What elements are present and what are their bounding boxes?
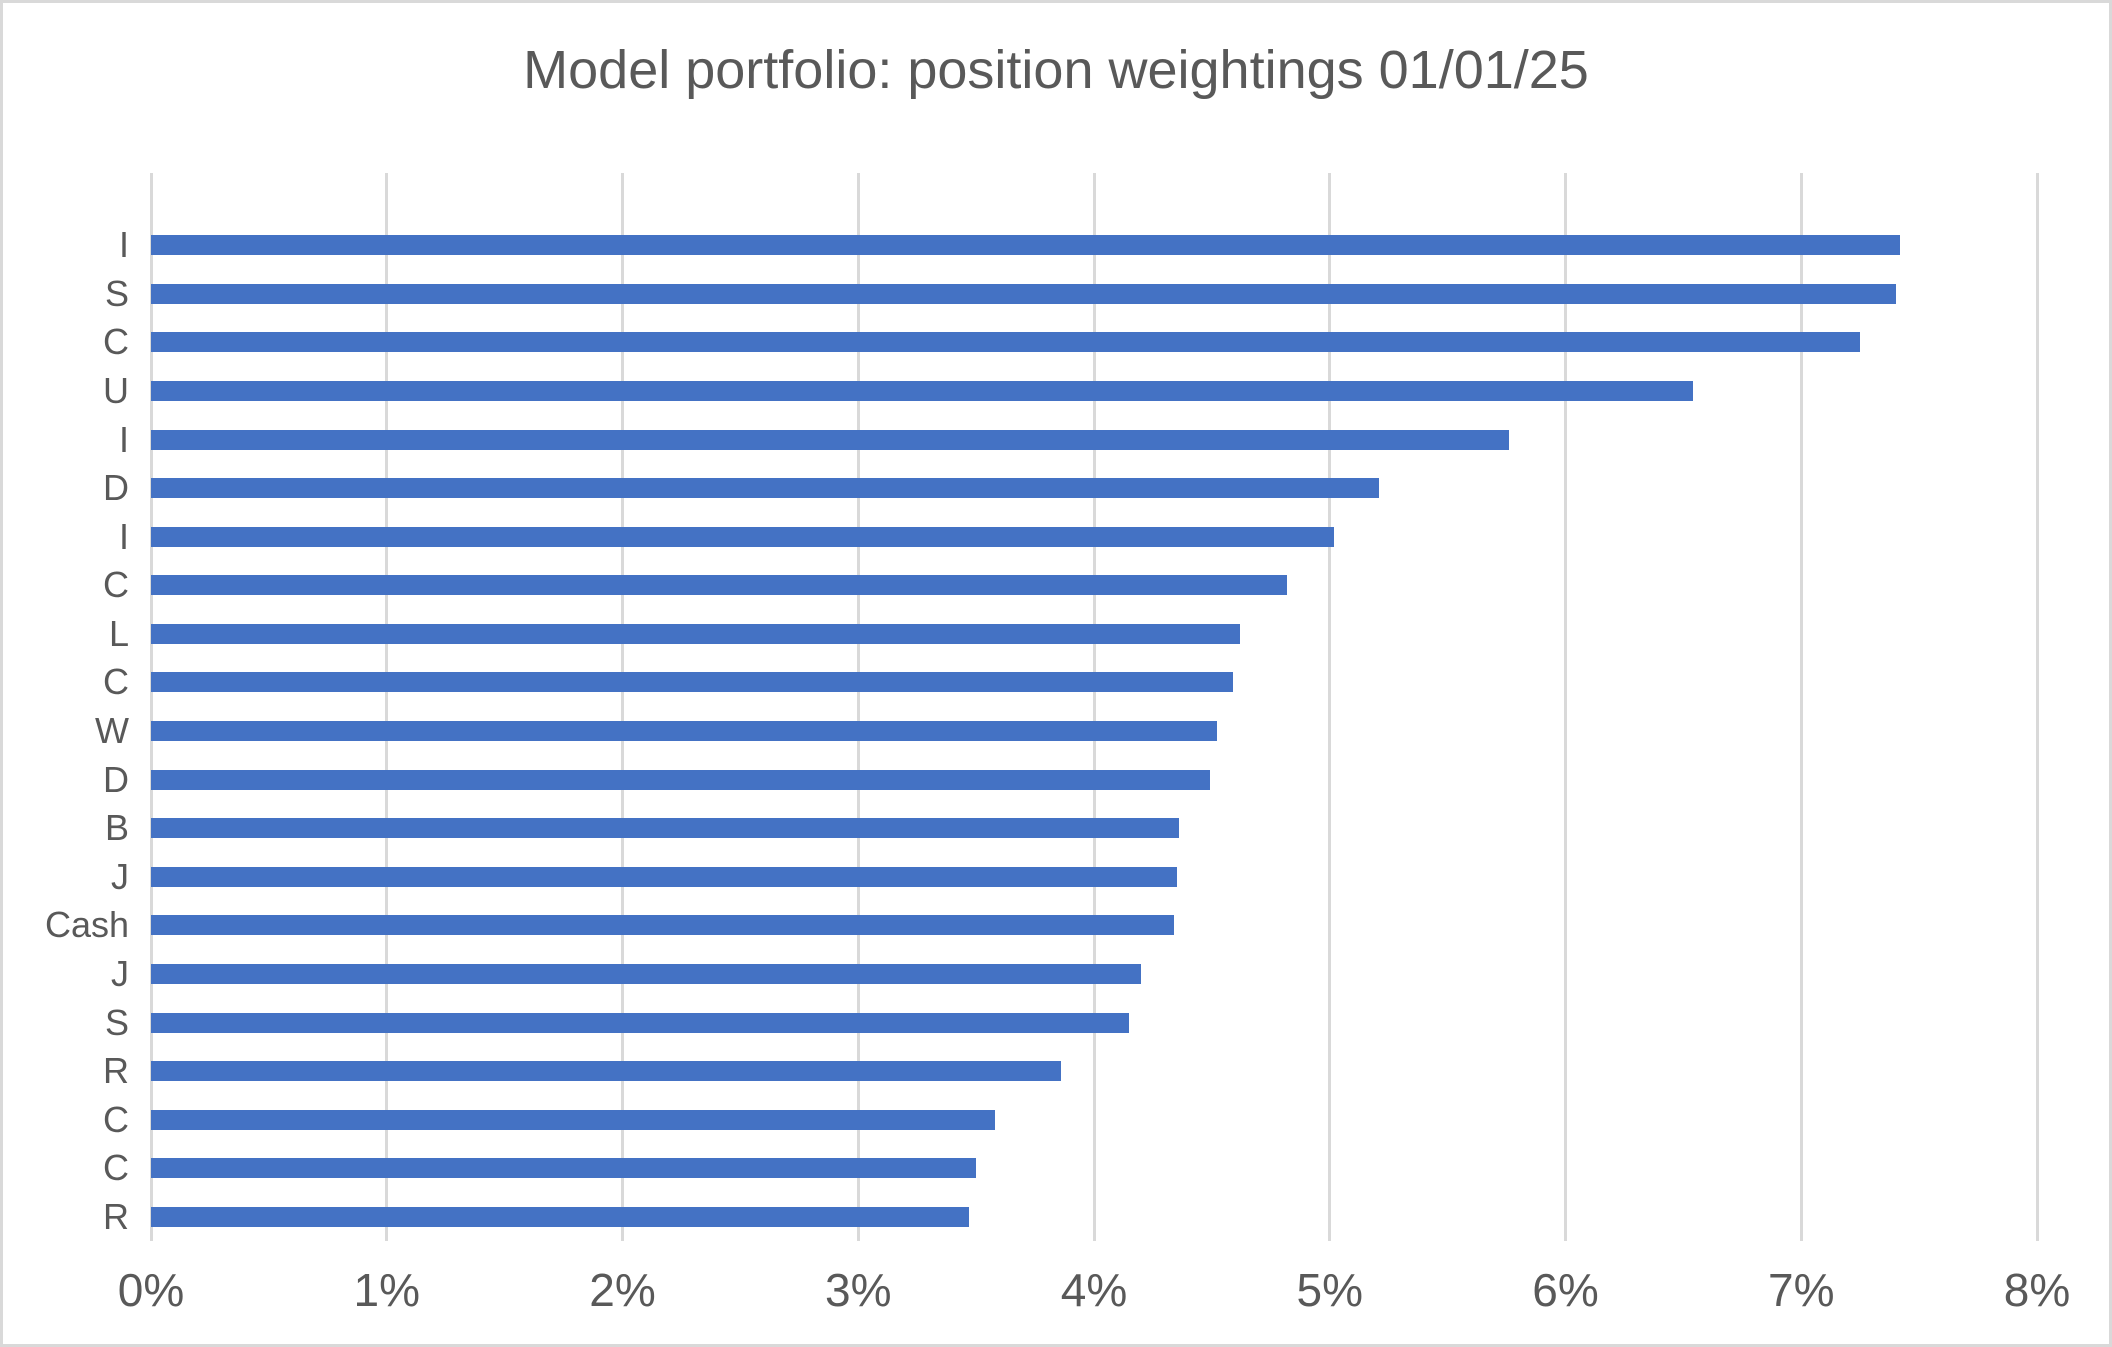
bar	[151, 672, 1234, 693]
bar	[151, 818, 1179, 839]
bar-row	[151, 512, 2037, 561]
y-axis-category-label: R	[103, 1050, 129, 1092]
x-axis-tick-label: 8%	[2003, 1264, 2071, 1316]
bar-row	[151, 318, 2037, 367]
bar	[151, 915, 1175, 936]
x-axis-tick-label: 2%	[589, 1264, 656, 1316]
bar	[151, 623, 1241, 644]
bar	[151, 1061, 1061, 1082]
bar-row	[151, 853, 2037, 902]
bar-row	[151, 707, 2037, 756]
y-axis-category-label: I	[118, 418, 129, 460]
y-axis-category-label: C	[103, 1147, 129, 1189]
bar	[151, 1206, 970, 1227]
y-axis-category-label: W	[95, 710, 129, 752]
bar	[151, 1158, 977, 1179]
x-axis-tick-label: 3%	[825, 1264, 892, 1316]
y-axis-category-label: U	[103, 370, 129, 412]
bar-row	[151, 367, 2037, 416]
bar	[151, 866, 1177, 887]
y-axis-category-label: D	[103, 467, 129, 509]
bar	[151, 332, 1861, 353]
bar-row	[151, 415, 2037, 464]
y-axis-category-label: I	[118, 515, 129, 557]
gridline	[856, 173, 860, 1241]
x-axis-tick-label: 0%	[117, 1264, 185, 1316]
y-axis-category-label: S	[104, 1001, 129, 1043]
y-axis-category-label: J	[111, 855, 129, 897]
x-axis-tick-label: 4%	[1060, 1264, 1128, 1316]
bar-row	[151, 610, 2037, 659]
gridline	[1564, 173, 1567, 1241]
gridline	[621, 173, 624, 1241]
gridline	[385, 173, 389, 1241]
bar	[151, 381, 1693, 402]
bar	[151, 429, 1509, 450]
y-axis-category-label: S	[104, 272, 129, 314]
bar-row	[151, 1144, 2037, 1193]
y-axis-category-label: C	[103, 661, 129, 703]
bar	[151, 283, 1896, 304]
y-axis-category-label: R	[103, 1195, 129, 1237]
y-axis-category-label: C	[103, 321, 129, 363]
y-axis-category-label: L	[108, 612, 129, 654]
bar	[151, 1012, 1130, 1033]
bar	[151, 769, 1210, 790]
bar-row	[151, 950, 2037, 999]
bar	[151, 235, 1901, 256]
bar-series	[151, 221, 2037, 1241]
y-axis-category-label: C	[103, 1098, 129, 1140]
x-axis-labels: 0% 1% 2% 3% 4% 5% 6% 7% 8%	[118, 1263, 2070, 1323]
y-axis-category-label: Cash	[44, 904, 129, 946]
bar-row	[151, 221, 2037, 270]
bar	[151, 575, 1288, 596]
bar	[151, 478, 1380, 499]
plot-area	[149, 173, 2039, 1241]
gridline	[2035, 173, 2039, 1241]
y-axis-category-label: B	[104, 807, 129, 849]
x-axis-tick-label: 5%	[1296, 1264, 1363, 1316]
gridline	[1092, 173, 1096, 1241]
bar-row	[151, 464, 2037, 513]
gridline	[1328, 173, 1332, 1241]
bar-row	[151, 1193, 2037, 1242]
bar-row	[151, 998, 2037, 1047]
bar-row	[151, 1095, 2037, 1144]
y-axis-category-label: C	[103, 564, 129, 606]
bar	[151, 526, 1335, 547]
gridline	[149, 173, 153, 1241]
y-axis-category-label: J	[111, 952, 129, 994]
y-axis-category-label: D	[103, 758, 129, 800]
gridline	[1799, 173, 1803, 1241]
chart-title: Model portfolio: position weightings 01/…	[523, 40, 1589, 100]
bar-row	[151, 658, 2037, 707]
bar-row	[151, 1047, 2037, 1096]
bar-row	[151, 901, 2037, 950]
bar-row	[151, 804, 2037, 853]
bar-row	[151, 755, 2037, 804]
x-axis-tick-label: 7%	[1768, 1264, 1835, 1316]
x-axis-tick-label: 1%	[353, 1264, 420, 1316]
y-axis-labels: I S C U I D I C L C W D B J Cash J S R C C R	[3, 221, 129, 1241]
y-axis-category-label: I	[118, 224, 129, 266]
bar	[151, 963, 1142, 984]
bar-row	[151, 561, 2037, 610]
x-axis-tick-label: 6%	[1532, 1264, 1599, 1316]
gridlines	[149, 173, 2039, 1241]
bar-row	[151, 270, 2037, 319]
bar	[151, 1109, 995, 1130]
bar	[151, 721, 1217, 742]
